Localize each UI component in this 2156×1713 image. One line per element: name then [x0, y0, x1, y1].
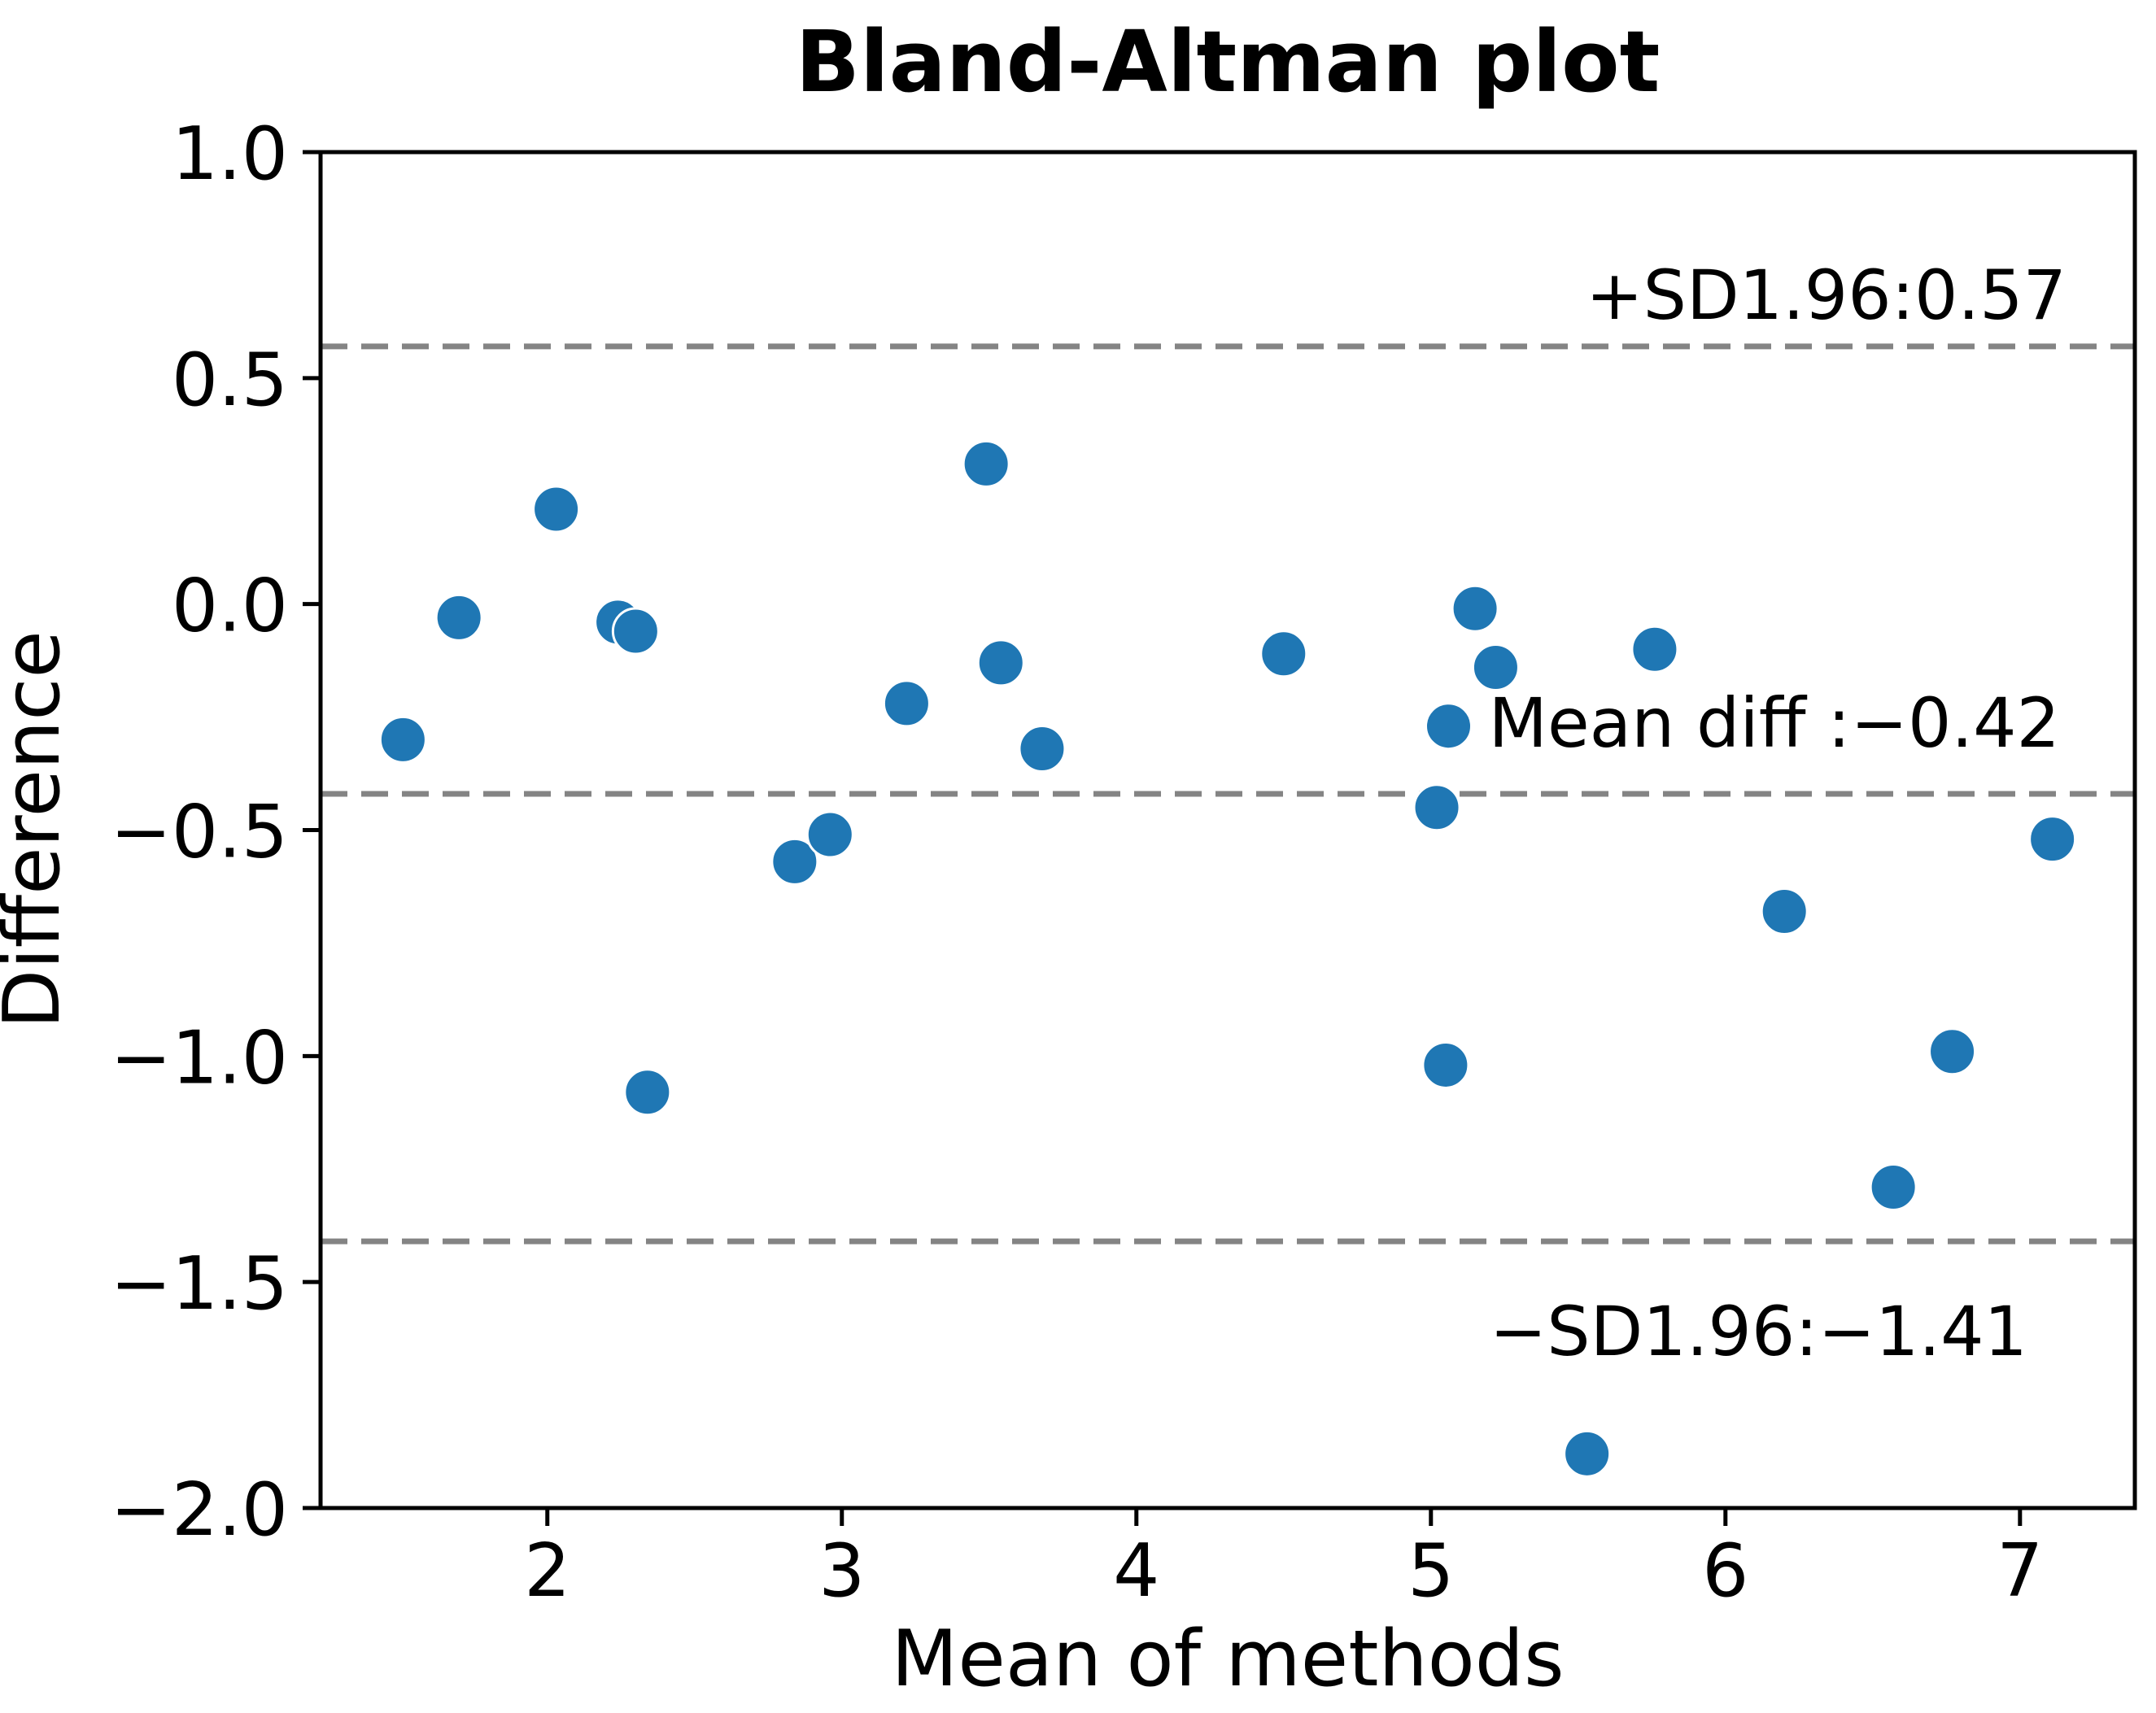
scatter-point [976, 639, 1025, 687]
scatter-point [378, 715, 427, 764]
scatter-point [1451, 584, 1499, 633]
scatter-point [1869, 1162, 1918, 1211]
scatter-point [962, 439, 1010, 488]
x-axis-label: Mean of methods [891, 1615, 1564, 1704]
scatter-point [1421, 1040, 1470, 1089]
scatter-point [1630, 625, 1679, 673]
y-tick-label: 0.0 [172, 564, 288, 649]
x-tick-label: 7 [1997, 1528, 2043, 1614]
scatter-point [1425, 702, 1473, 751]
scatter-point [1259, 630, 1308, 678]
x-axis-ticks: 2 3 4 5 6 7 [524, 1508, 2043, 1614]
y-tick-label: −1.5 [110, 1241, 288, 1327]
mean-diff-label: Mean diff :−0.42 [1488, 683, 2060, 763]
y-tick-label: 0.5 [172, 338, 288, 423]
lower-loa-label: −SD1.96:−1.41 [1490, 1292, 2027, 1371]
x-tick-label: 4 [1113, 1528, 1159, 1614]
x-tick-label: 6 [1702, 1528, 1748, 1614]
chart-title: Bland-Altman plot [796, 12, 1661, 111]
scatter-point [1760, 887, 1809, 936]
scatter-point [1018, 724, 1067, 773]
x-tick-label: 5 [1408, 1528, 1454, 1614]
y-tick-label: −1.0 [110, 1015, 288, 1101]
scatter-point [1928, 1027, 1977, 1076]
scatter-point [611, 607, 660, 656]
scatter-points-group [378, 439, 2077, 1478]
y-tick-label: −0.5 [110, 790, 288, 875]
y-tick-label: 1.0 [172, 111, 288, 197]
limit-lines-group [321, 343, 2135, 1244]
scatter-point [1471, 643, 1520, 691]
x-tick-label: 3 [818, 1528, 865, 1614]
scatter-point [882, 679, 931, 728]
scatter-point [805, 810, 854, 859]
upper-loa-label: +SD1.96:0.57 [1586, 255, 2067, 335]
scatter-point [770, 837, 819, 886]
x-tick-label: 2 [524, 1528, 570, 1614]
y-tick-label: −2.0 [110, 1467, 288, 1553]
scatter-point [623, 1068, 672, 1117]
scatter-point [532, 485, 581, 534]
scatter-point [1412, 783, 1461, 832]
y-axis-ticks: 1.0 0.5 0.0 −0.5 −1.0 −1.5 −2.0 [110, 111, 321, 1553]
scatter-point [2028, 815, 2077, 864]
y-axis-label: Difference [0, 630, 77, 1029]
scatter-point [1563, 1429, 1612, 1478]
scatter-point [434, 593, 483, 642]
